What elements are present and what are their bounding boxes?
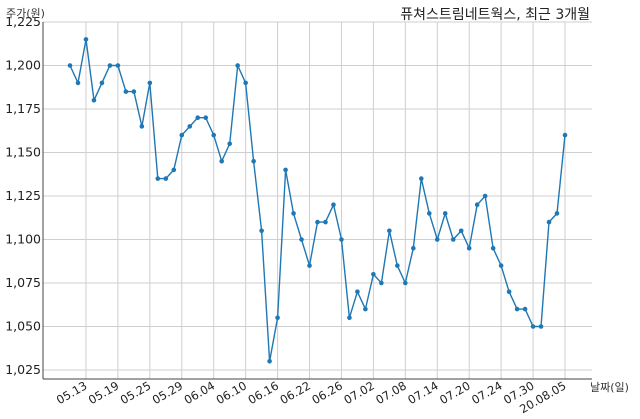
data-point bbox=[458, 228, 464, 234]
data-point bbox=[267, 359, 272, 364]
x-tick-label: 05.13 bbox=[54, 378, 90, 407]
x-tick-label: 06.22 bbox=[277, 378, 313, 407]
x-tick-label: 07.08 bbox=[373, 378, 409, 407]
x-tick-labels: 05.1305.1905.2505.2906.0406.1006.1606.22… bbox=[54, 378, 569, 416]
data-point bbox=[107, 63, 113, 68]
data-point bbox=[538, 324, 544, 329]
data-point bbox=[387, 228, 392, 234]
x-tick-label: 06.26 bbox=[309, 378, 345, 407]
data-point bbox=[490, 245, 496, 251]
x-tick-label: 07.20 bbox=[437, 378, 473, 407]
x-tick-label: 07.24 bbox=[469, 378, 505, 407]
y-tick-label: 1,050 bbox=[5, 319, 41, 334]
data-point bbox=[395, 263, 400, 268]
data-point bbox=[450, 237, 456, 242]
data-point bbox=[363, 306, 368, 312]
x-tick-label: 06.10 bbox=[214, 378, 250, 407]
x-tick-label: 07.02 bbox=[341, 378, 377, 407]
data-point bbox=[379, 280, 384, 286]
data-point bbox=[299, 237, 304, 242]
data-point bbox=[498, 263, 504, 268]
data-point bbox=[418, 176, 424, 181]
chart-title: 퓨쳐스트림네트웍스, 최근 3개월 bbox=[400, 7, 590, 23]
data-point bbox=[482, 193, 488, 199]
data-point bbox=[219, 158, 224, 164]
data-point bbox=[187, 124, 193, 129]
y-tick-label: 1,025 bbox=[5, 362, 41, 377]
y-tick-label: 1,175 bbox=[5, 101, 41, 116]
data-point bbox=[91, 98, 97, 103]
series-lines bbox=[69, 39, 566, 362]
data-point bbox=[411, 245, 416, 251]
data-point bbox=[67, 63, 73, 68]
data-point bbox=[331, 202, 336, 207]
data-point bbox=[195, 115, 201, 120]
data-point bbox=[506, 289, 512, 295]
data-point bbox=[291, 211, 296, 216]
y-axis-label: 주가(원) bbox=[6, 7, 45, 20]
y-tick-labels: 1,025 1,050 1,075 1,100 1,125 1,150 1,175 1,200… bbox=[5, 14, 41, 377]
data-point bbox=[179, 132, 185, 138]
data-point bbox=[75, 80, 81, 86]
data-point bbox=[339, 237, 344, 242]
data-point bbox=[530, 324, 536, 329]
x-tick-label: 06.04 bbox=[182, 378, 218, 407]
x-tick-label: 05.29 bbox=[150, 378, 186, 407]
y-tick-label: 1,100 bbox=[5, 232, 41, 247]
data-point bbox=[99, 80, 105, 86]
data-point bbox=[139, 124, 145, 129]
data-point bbox=[323, 219, 328, 225]
data-point bbox=[147, 80, 153, 86]
x-axis-label: 날짜(일) bbox=[590, 380, 629, 394]
grid-lines bbox=[43, 21, 592, 379]
data-point bbox=[546, 219, 552, 225]
x-tick-label: 05.19 bbox=[86, 378, 122, 407]
data-point bbox=[235, 63, 240, 68]
data-point bbox=[466, 245, 472, 251]
data-point bbox=[83, 37, 89, 42]
data-point bbox=[203, 115, 209, 120]
data-point bbox=[307, 263, 312, 268]
data-point bbox=[171, 167, 177, 173]
data-point bbox=[442, 211, 448, 216]
data-point bbox=[275, 315, 280, 321]
data-point bbox=[163, 176, 169, 181]
data-point bbox=[522, 306, 528, 312]
x-tick-label: 05.25 bbox=[118, 378, 154, 407]
data-point bbox=[251, 158, 256, 164]
data-point bbox=[315, 219, 320, 225]
data-point bbox=[562, 132, 568, 138]
axes bbox=[42, 22, 592, 380]
data-point bbox=[474, 202, 480, 207]
data-point bbox=[283, 167, 288, 173]
data-point bbox=[347, 315, 352, 321]
price-line bbox=[69, 39, 566, 362]
data-point bbox=[259, 228, 264, 234]
y-tick-label: 1,125 bbox=[5, 188, 41, 203]
data-point bbox=[243, 80, 248, 86]
y-tick-label: 1,150 bbox=[5, 145, 41, 160]
data-point bbox=[514, 306, 520, 312]
data-point bbox=[227, 141, 232, 147]
data-point bbox=[131, 89, 137, 94]
data-point bbox=[434, 237, 440, 242]
data-point bbox=[403, 280, 408, 286]
data-point bbox=[115, 63, 121, 68]
data-point bbox=[426, 211, 432, 216]
data-point bbox=[355, 289, 360, 295]
x-tick-label: 07.14 bbox=[405, 378, 441, 407]
data-point bbox=[123, 89, 129, 94]
data-point bbox=[554, 211, 560, 216]
y-tick-label: 1,075 bbox=[5, 275, 41, 290]
data-point bbox=[211, 132, 217, 138]
data-point bbox=[371, 272, 376, 277]
data-point bbox=[155, 176, 161, 181]
x-tick-label: 06.16 bbox=[246, 378, 282, 407]
y-tick-label: 1,200 bbox=[5, 58, 41, 73]
y-tick-label: 1,225 bbox=[5, 14, 41, 29]
data-points bbox=[67, 37, 568, 364]
